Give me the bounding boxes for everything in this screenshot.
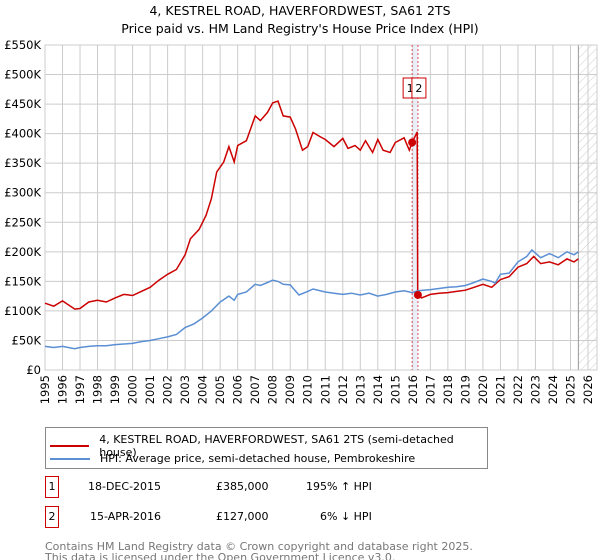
- sale-label: 1: [407, 82, 414, 95]
- sale-point: [408, 138, 417, 147]
- sale-badge: 2: [45, 506, 59, 528]
- x-tick-label: 2024: [546, 375, 560, 404]
- legend-swatch-red: [50, 445, 90, 447]
- x-tick-label: 2025: [563, 375, 577, 404]
- y-tick-label: £250K: [4, 215, 41, 229]
- y-tick-label: £550K: [4, 38, 41, 52]
- x-tick-label: 1995: [38, 375, 52, 404]
- chart-subtitle: Price paid vs. HM Land Registry's House …: [121, 21, 479, 36]
- y-tick-label: £350K: [4, 156, 41, 170]
- x-tick-label: 2015: [388, 375, 402, 404]
- x-tick-label: 2005: [213, 375, 227, 404]
- y-tick-label: £50K: [12, 333, 42, 347]
- sale-label: 2: [415, 82, 422, 95]
- x-tick-label: 1997: [73, 375, 87, 404]
- x-tick-label: 2020: [476, 375, 490, 404]
- sale-point: [413, 290, 422, 299]
- x-tick-label: 2007: [248, 375, 262, 404]
- x-tick-label: 1996: [56, 375, 70, 404]
- sale-label-box: [411, 77, 427, 99]
- x-tick-label: 2009: [283, 375, 297, 404]
- sale-band: [412, 45, 418, 370]
- x-tick-label: 2016: [406, 375, 420, 404]
- sale-date: 15-APR-2016: [90, 510, 162, 523]
- x-tick-label: 2023: [528, 375, 542, 404]
- legend-item-hpi: HPI: Average price, semi-detached house,…: [50, 452, 415, 465]
- legend-label: HPI: Average price, semi-detached house,…: [100, 452, 416, 465]
- x-tick-label: 2004: [196, 375, 210, 404]
- legend-label: 4, KESTREL ROAD, HAVERFORDWEST, SA61 2TS…: [99, 433, 454, 459]
- x-tick-label: 2026: [581, 375, 595, 404]
- footer-line: Contains HM Land Registry data © Crown c…: [45, 540, 473, 553]
- legend: 4, KESTREL ROAD, HAVERFORDWEST, SA61 2TS…: [45, 427, 488, 469]
- x-tick-label: 2002: [161, 375, 175, 404]
- y-tick-label: £400K: [4, 127, 41, 141]
- x-tick-label: 2013: [353, 375, 367, 404]
- x-tick-label: 2000: [126, 375, 140, 404]
- y-tick-label: £300K: [4, 186, 41, 200]
- x-tick-label: 2012: [336, 375, 350, 404]
- sale-badge: 1: [45, 476, 59, 498]
- sale-price: £127,000: [216, 510, 269, 523]
- x-tick-label: 2011: [318, 375, 332, 404]
- property-price-line: [44, 100, 579, 310]
- x-tick-label: 1999: [108, 375, 122, 404]
- plot-area: £0 £50K £100K £150K £200K £250K £300K £350K £400…: [4, 38, 598, 404]
- x-tick-label: 2001: [143, 375, 157, 404]
- sale-hpi: 6% ↓ HPI: [320, 510, 372, 523]
- x-tick-label: 2017: [423, 375, 437, 404]
- footer: Contains HM Land Registry data © Crown c…: [45, 541, 473, 560]
- y-tick-label: £200K: [4, 245, 41, 259]
- x-tick-label: 2008: [266, 375, 280, 404]
- sale-price: £385,000: [216, 480, 269, 493]
- forecast-hatch: [578, 45, 597, 370]
- y-tick-label: £0: [26, 363, 41, 377]
- x-tick-label: 2019: [458, 375, 472, 404]
- y-tick-label: £100K: [4, 304, 41, 318]
- sale-hpi: 195% ↑ HPI: [306, 480, 372, 493]
- sale-date: 18-DEC-2015: [88, 480, 162, 493]
- legend-swatch-blue: [50, 457, 90, 460]
- x-tick-label: 2003: [178, 375, 192, 404]
- chart-title: 4, KESTREL ROAD, HAVERFORDWEST, SA61 2TS: [149, 3, 451, 18]
- y-tick-label: £450K: [4, 97, 41, 111]
- x-tick-label: 2014: [371, 375, 385, 404]
- plot-border: [44, 44, 598, 371]
- hpi-line: [44, 248, 579, 350]
- x-tick-label: 2021: [493, 375, 507, 404]
- x-tick-label: 2010: [301, 375, 315, 404]
- y-tick-label: £150K: [4, 274, 41, 288]
- footer-line: This data is licensed under the Open Gov…: [45, 551, 396, 560]
- legend-item-property: 4, KESTREL ROAD, HAVERFORDWEST, SA61 2TS…: [50, 433, 487, 459]
- x-tick-label: 2022: [511, 375, 525, 404]
- y-tick-label: £500K: [4, 68, 41, 82]
- x-tick-label: 1998: [91, 375, 105, 404]
- x-tick-label: 2018: [441, 375, 455, 404]
- x-tick-label: 2006: [231, 375, 245, 404]
